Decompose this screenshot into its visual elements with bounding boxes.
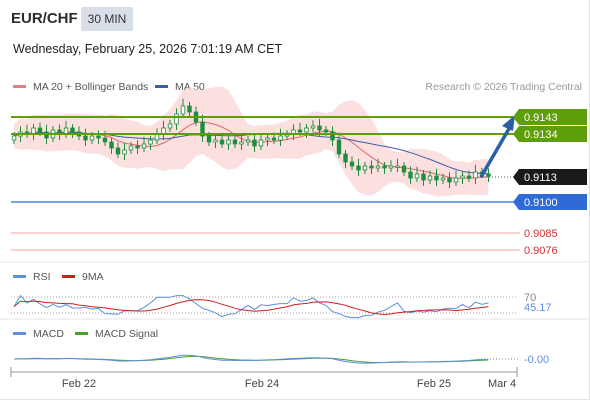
rsi-ma-line: [13, 299, 489, 315]
candle-body: [460, 175, 465, 179]
candle-body: [336, 139, 342, 155]
support-label-2: 0.9076: [524, 245, 558, 257]
candle-body: [388, 165, 394, 169]
pivot-label: 0.9100: [524, 197, 558, 209]
candle-body: [414, 173, 420, 179]
macd-signal-legend-label: MACD Signal: [95, 328, 158, 340]
macd-legend-swatch: [13, 332, 26, 335]
rsi-ma-legend-label: 9MA: [82, 271, 104, 283]
macd-line: [13, 354, 489, 364]
x-tick-feb22: Feb 22: [62, 378, 96, 390]
candle-body: [362, 165, 368, 171]
candle-body: [466, 175, 472, 179]
ma20-legend-label: MA 20 + Bollinger Bands: [33, 81, 148, 93]
candle-body: [252, 139, 257, 147]
candle-body: [486, 173, 491, 177]
datetime-label: Wednesday, February 25, 2026 7:01:19 AM …: [13, 42, 283, 56]
last-price-label-bg: [513, 169, 587, 185]
rsi-value-label: 45.17: [524, 302, 552, 314]
last-price-label: 0.9113: [524, 172, 557, 184]
candle-body: [232, 139, 238, 145]
candle-body: [83, 135, 88, 141]
candle-body: [219, 139, 225, 145]
candle-body: [180, 105, 186, 115]
research-credit: Research © 2026 Trading Central: [425, 81, 582, 93]
target-label-bg-1: [513, 109, 587, 125]
candle-body: [167, 123, 173, 129]
pivot-label-bg: [513, 194, 587, 210]
candle-body: [317, 125, 322, 131]
candle-body: [304, 127, 309, 133]
target-label-bg-2: [513, 126, 587, 142]
candle-body: [135, 145, 140, 149]
candle-body: [37, 127, 43, 133]
candle-body: [148, 139, 153, 145]
candle-body: [395, 165, 400, 168]
candle-body: [343, 153, 348, 163]
candle-body: [453, 177, 459, 183]
candle-body: [375, 165, 381, 169]
candle-body: [408, 171, 413, 179]
candle-body: [187, 105, 192, 113]
rsi-ma-legend-swatch: [62, 275, 75, 278]
candle-body: [89, 135, 95, 141]
candle-body: [122, 149, 127, 155]
candle-body: [11, 135, 17, 141]
candle-body: [440, 177, 446, 181]
candle-body: [226, 139, 231, 145]
forecast-arrow: [479, 126, 512, 178]
candle-body: [349, 161, 355, 167]
target-label-1: 0.9143: [524, 112, 558, 124]
candle-body: [174, 113, 179, 125]
ma20-legend-swatch: [13, 85, 26, 88]
support-label-1: 0.9085: [524, 228, 558, 240]
candle-body: [434, 175, 439, 181]
candle-body: [239, 141, 244, 145]
candle-body: [115, 147, 121, 155]
candle-body: [206, 135, 212, 143]
macd-value-label: -0.00: [524, 354, 549, 366]
candle-body: [382, 165, 387, 169]
candle-body: [369, 165, 374, 169]
rsi-legend-swatch: [13, 275, 26, 278]
candle-body: [265, 137, 270, 141]
candle-body: [297, 129, 303, 133]
candle-body: [447, 177, 452, 183]
candle-body: [258, 139, 264, 147]
candle-body: [310, 125, 316, 129]
candle-body: [356, 165, 361, 171]
macd-signal-legend-swatch: [75, 332, 88, 335]
candle-body: [200, 121, 205, 137]
rsi-line: [13, 294, 489, 319]
candle-body: [102, 137, 108, 143]
x-tick-feb25: Feb 25: [417, 378, 451, 390]
candle-body: [109, 141, 114, 149]
candle-body: [141, 143, 147, 149]
candle-body: [213, 139, 218, 143]
candle-body: [96, 135, 101, 139]
rsi-legend-label: RSI: [33, 271, 51, 283]
ma50-legend-swatch: [155, 85, 168, 88]
candle-body: [245, 139, 251, 143]
candle-body: [128, 145, 134, 151]
candle-body: [323, 129, 329, 133]
candle-body: [401, 165, 407, 173]
candle-body: [271, 137, 277, 141]
candle-body: [70, 127, 75, 133]
x-tick-feb24: Feb 24: [245, 378, 279, 390]
x-tick-mar4: Mar 4: [488, 378, 516, 390]
target-label-2: 0.9134: [524, 129, 558, 141]
macd-legend-label: MACD: [33, 328, 64, 340]
symbol-title: EUR/CHF: [11, 10, 78, 27]
candle-body: [473, 171, 478, 179]
candle-body: [421, 173, 426, 181]
rsi-tick-70: 70: [524, 292, 536, 304]
timeframe-button[interactable]: 30 MIN: [81, 7, 133, 31]
candle-body: [278, 135, 283, 141]
candle-body: [330, 131, 335, 141]
forecast-arrow-head: [502, 115, 515, 131]
candle-body: [427, 175, 433, 181]
